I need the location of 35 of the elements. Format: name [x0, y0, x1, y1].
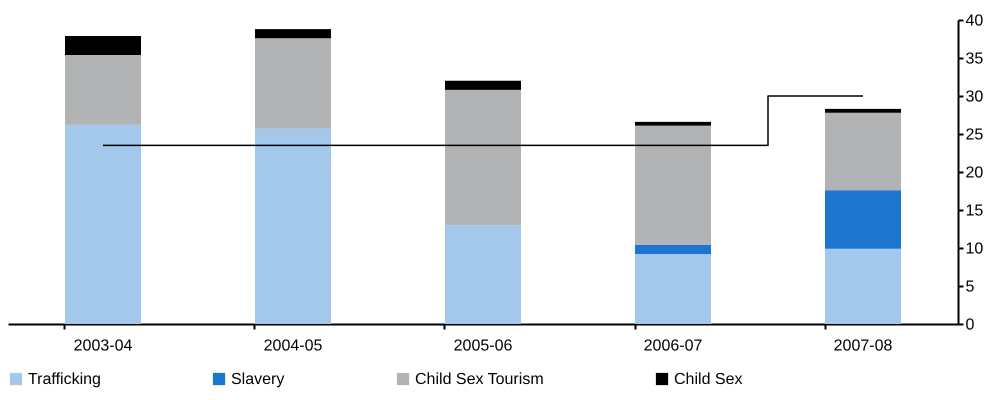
bar	[65, 124, 141, 324]
bar	[635, 244, 711, 254]
bar	[255, 29, 331, 38]
bar	[635, 254, 711, 324]
x-tick-label: 2005-06	[454, 338, 512, 354]
y-tick-label: 10	[966, 240, 984, 258]
y-tick-label: 5	[966, 278, 974, 296]
y-tick-label: 30	[966, 88, 984, 106]
x-tick-label: 2003-04	[74, 338, 132, 354]
y-tick-label: 0	[966, 316, 974, 334]
legend-label: Trafficking	[28, 371, 101, 388]
bar	[65, 36, 141, 55]
bar	[825, 108, 901, 113]
x-tick-label: 2006-07	[644, 338, 702, 354]
bar	[445, 90, 521, 226]
bar	[65, 54, 141, 125]
y-tick-label: 35	[966, 50, 984, 68]
bar	[825, 112, 901, 190]
y-tick-label: 15	[966, 202, 984, 220]
y-tick-label: 25	[966, 126, 984, 144]
bar	[825, 190, 901, 249]
x-tick-label: 2007-08	[834, 338, 892, 354]
bar	[825, 248, 901, 324]
bar	[445, 80, 521, 90]
y-tick-label: 20	[966, 164, 984, 182]
x-tick-label: 2004-05	[264, 338, 322, 354]
bar	[255, 38, 331, 129]
bar	[635, 122, 711, 126]
y-tick-label: 40	[966, 12, 984, 30]
bar	[255, 128, 331, 324]
legend-label: Child Sex Tourism	[415, 371, 544, 388]
legend-label: Child Sex	[674, 371, 742, 388]
bar	[635, 126, 711, 245]
legend-label: Slavery	[231, 371, 284, 388]
bar	[445, 225, 521, 324]
